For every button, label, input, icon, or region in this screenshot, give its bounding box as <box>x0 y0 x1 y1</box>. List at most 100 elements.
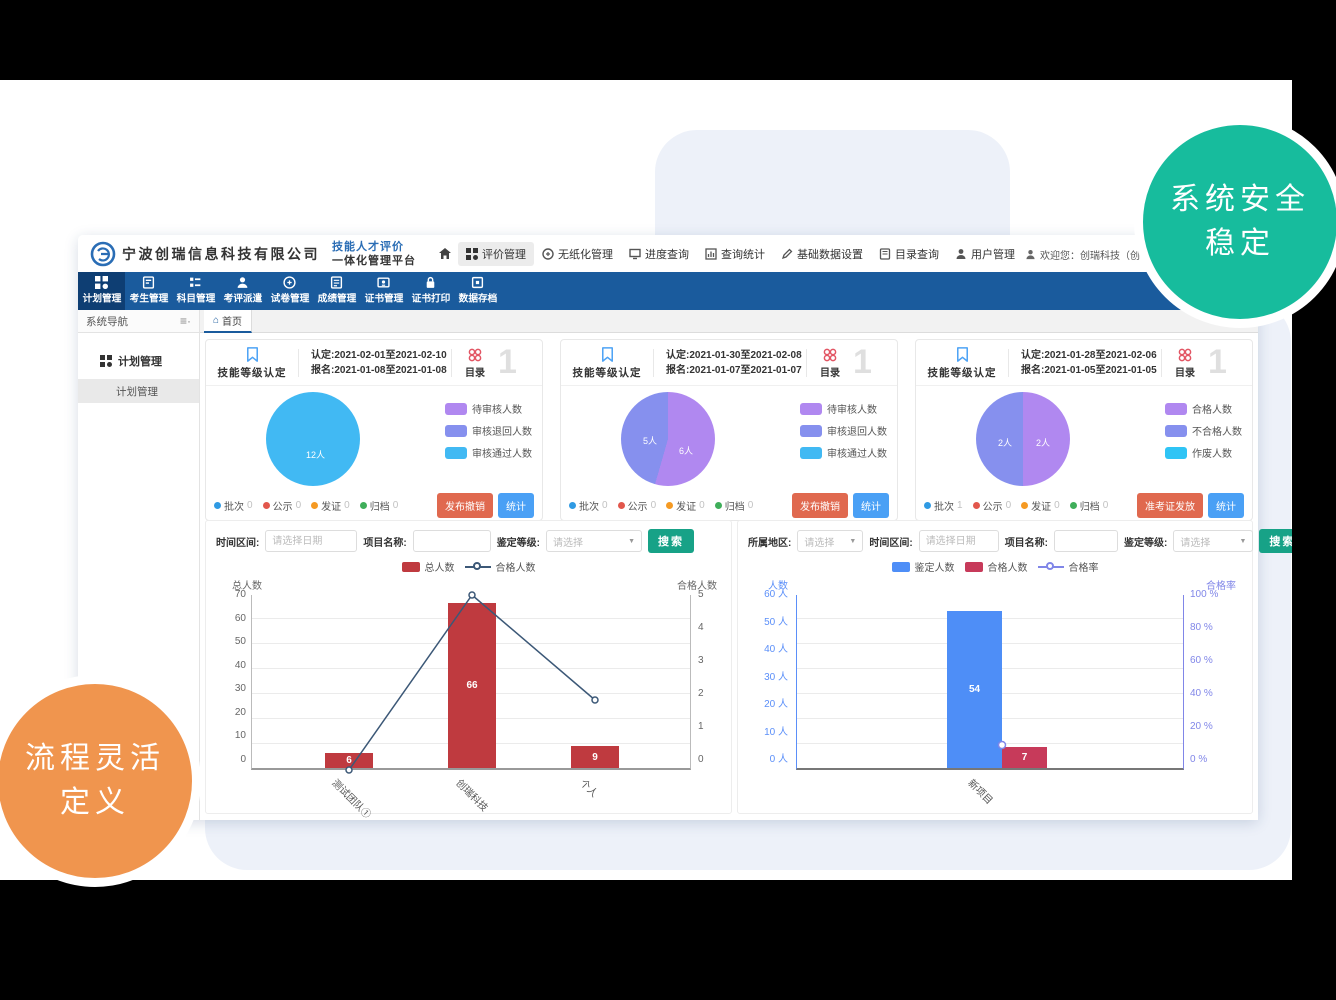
stats-button[interactable]: 统计 <box>853 492 889 518</box>
stat-batch: 批次 0 <box>569 498 608 513</box>
nav-item-scores[interactable]: 成绩管理 <box>313 272 360 310</box>
platform-line2: 一体化管理平台 <box>332 254 416 267</box>
bookmark-icon <box>601 346 613 362</box>
bar-assessed[interactable]: 54 <box>947 611 1002 768</box>
sidebar-group-plan[interactable]: 计划管理 <box>78 349 199 373</box>
legend-total: 总人数 <box>401 559 455 574</box>
company-name: 宁波创瑞信息科技有限公司 <box>122 245 320 262</box>
stats-button[interactable]: 统计 <box>498 492 534 518</box>
menu-item-evaluation[interactable]: 评价管理 <box>458 241 534 266</box>
card-body: 2人 2人 合格人数 不合格人数 作废人数 <box>916 386 1252 490</box>
card-dates: 认定:2021-01-28至2021-02-06 报名:2021-01-05至2… <box>1021 349 1157 376</box>
legend-assessed: 鉴定人数 <box>891 559 955 574</box>
plan-card-3: 技能等级认定 认定:2021-01-28至2021-02-06 报名:2021-… <box>915 339 1253 521</box>
grade-select[interactable]: 请选择 ▼ <box>1173 530 1254 552</box>
card-header: 技能等级认定 认定:2021-02-01至2021-02-10 报名:2021-… <box>206 340 542 386</box>
sidebar-title: 系统导航 <box>86 315 128 328</box>
legend-item: 审核退回人数 <box>445 423 532 438</box>
chevron-down-icon: ▼ <box>628 537 636 545</box>
legend-rate: 合格率 <box>1037 559 1099 574</box>
sidebar-collapse-icon[interactable]: ≡· <box>180 314 191 328</box>
legend-item: 合格人数 <box>1165 401 1242 416</box>
catalog-block: 目录 <box>452 347 498 379</box>
nav-item-data-archive[interactable]: 数据存档 <box>454 272 501 310</box>
card-title-block: 技能等级认定 <box>206 346 298 380</box>
grade-select[interactable]: 请选择 ▼ <box>546 530 643 552</box>
nav-item-certificates[interactable]: 证书管理 <box>360 272 407 310</box>
legend-item: 待审核人数 <box>445 401 532 416</box>
tab-home[interactable]: ⌂ 首页 <box>204 310 252 333</box>
bar-total-3[interactable]: 9 <box>571 746 619 768</box>
catalog-icon <box>1178 348 1192 361</box>
chevron-down-icon: ▼ <box>1239 537 1247 545</box>
nav-item-subjects[interactable]: 科目管理 <box>172 272 219 310</box>
date-range-input[interactable] <box>265 530 358 552</box>
stat-issue: 发证 0 <box>1021 498 1060 513</box>
catalog-count: 1 <box>853 343 872 381</box>
publish-revoke-button[interactable]: 发布撤销 <box>437 492 493 518</box>
admission-ticket-button[interactable]: 准考证发放 <box>1137 492 1203 518</box>
score-sheet-icon <box>330 276 343 289</box>
right-plot-area: 54 7 <box>796 595 1184 770</box>
grid-icon <box>95 276 108 289</box>
main-content: 技能等级认定 认定:2021-02-01至2021-02-10 报名:2021-… <box>200 333 1306 821</box>
nav-item-certificate-print[interactable]: 证书打印 <box>407 272 454 310</box>
card-body: 12人 待审核人数 审核退回人数 审核通过人数 <box>206 386 542 490</box>
pie-legend: 待审核人数 审核退回人数 审核通过人数 <box>445 401 532 460</box>
project-name-input[interactable] <box>1054 530 1119 552</box>
date-range-input[interactable] <box>918 530 999 552</box>
catalog-block: 目录 <box>807 347 853 379</box>
publish-revoke-button[interactable]: 发布撤销 <box>792 492 848 518</box>
catalog-count: 1 <box>498 343 517 381</box>
stat-batch: 批次 1 <box>924 498 963 513</box>
menu-item-users[interactable]: 用户管理 <box>947 242 1023 266</box>
card-header: 技能等级认定 认定:2021-01-30至2021-02-08 报名:2021-… <box>561 340 897 386</box>
left-chart-legend: 总人数 合格人数 <box>206 559 731 574</box>
bar-total-1[interactable]: 6 <box>325 753 373 768</box>
grid-icon <box>466 247 478 260</box>
list-icon <box>190 277 201 287</box>
menu-item-statistics[interactable]: 查询统计 <box>697 242 773 266</box>
nav-item-plan[interactable]: 计划管理 <box>78 272 125 310</box>
platform-title: 技能人才评价 一体化管理平台 <box>332 241 416 267</box>
legend-item: 待审核人数 <box>800 401 887 416</box>
card-footer: 批次 0 公示 0 发证 0 归档 0 发布撤销 统计 <box>206 490 542 520</box>
menu-item-catalog-query[interactable]: 目录查询 <box>871 242 947 266</box>
home-icon[interactable] <box>438 247 452 261</box>
bar-qualified[interactable]: 7 <box>1002 747 1047 768</box>
app-window: 宁波创瑞信息科技有限公司 技能人才评价 一体化管理平台 评价管理 无纸化管理 <box>78 235 1306 821</box>
top-menu: 评价管理 无纸化管理 进度查询 查询统计 基础数据设置 <box>458 241 1023 266</box>
search-button[interactable]: 搜索 <box>648 529 695 553</box>
qualified-line <box>345 591 599 774</box>
stats-button[interactable]: 统计 <box>1208 492 1244 518</box>
legend-item: 审核通过人数 <box>800 445 887 460</box>
sidebar-item-plan[interactable]: 计划管理 <box>78 379 199 403</box>
menu-item-base-data[interactable]: 基础数据设置 <box>773 242 871 266</box>
menu-item-progress[interactable]: 进度查询 <box>621 242 697 266</box>
nav-item-candidates[interactable]: 考生管理 <box>125 272 172 310</box>
stat-publicity: 公示 0 <box>972 498 1011 513</box>
stat-issue: 发证 0 <box>311 498 350 513</box>
pie-chart: 6人 5人 <box>621 392 715 486</box>
catalog-block: 目录 <box>1162 347 1208 379</box>
circle-doc-icon <box>283 276 296 289</box>
nav-item-assessor-dispatch[interactable]: 考评派遣 <box>219 272 266 310</box>
region-select[interactable]: 请选择 ▼ <box>797 530 864 552</box>
project-name-input[interactable] <box>412 530 491 552</box>
book-icon <box>879 247 891 260</box>
pie-legend: 合格人数 不合格人数 作废人数 <box>1165 401 1242 460</box>
person-icon <box>237 277 248 288</box>
menu-item-paperless[interactable]: 无纸化管理 <box>534 242 621 266</box>
card-dates: 认定:2021-01-30至2021-02-08 报名:2021-01-07至2… <box>666 349 802 376</box>
stat-archive: 归档 0 <box>1069 498 1108 513</box>
user-icon <box>956 248 966 259</box>
home-icon: ⌂ <box>212 315 220 326</box>
monitor-icon <box>629 248 641 259</box>
document-edit-icon <box>142 276 155 289</box>
nav-item-exam-papers[interactable]: 试卷管理 <box>266 272 313 310</box>
pie-legend: 待审核人数 审核退回人数 审核通过人数 <box>800 401 887 460</box>
bar-total-2[interactable]: 66 <box>448 603 496 768</box>
legend-item: 审核退回人数 <box>800 423 887 438</box>
rate-point <box>997 740 1007 750</box>
module-navbar: 计划管理 考生管理 科目管理 考评派遣 试卷管理 成绩管理 <box>78 272 1258 310</box>
